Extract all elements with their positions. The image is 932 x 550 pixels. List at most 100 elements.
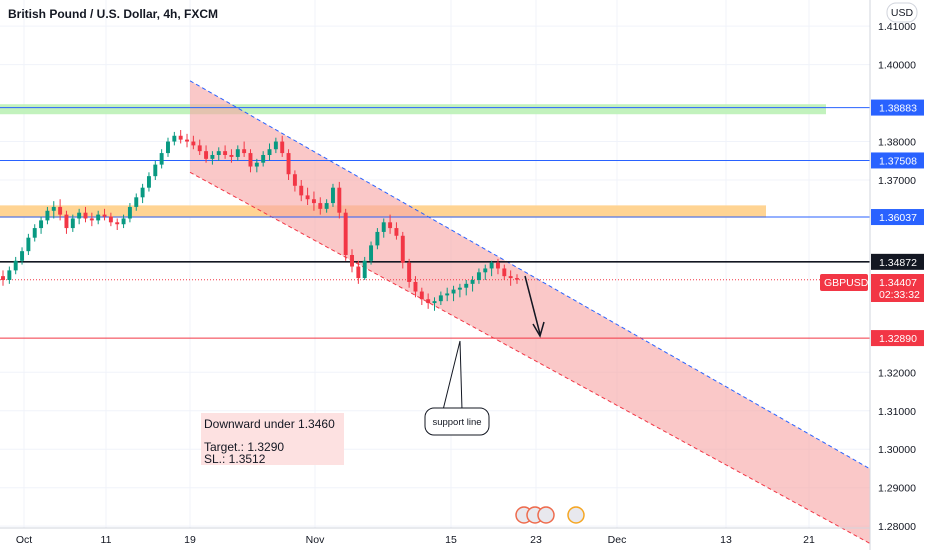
candle-body [331, 187, 335, 204]
candle-body [292, 174, 297, 186]
candle-body [20, 251, 25, 261]
candle-body [115, 222, 120, 225]
candle-body [299, 185, 304, 196]
candle-body [426, 299, 431, 304]
candles [1, 130, 519, 311]
candle-body [324, 203, 329, 209]
support-callout: support line [424, 340, 490, 436]
candle-body [140, 187, 145, 198]
candle-body [83, 212, 88, 219]
candle-body [216, 151, 221, 155]
candle-body [127, 206, 132, 219]
level-tag [871, 99, 924, 116]
candle-body [204, 151, 209, 159]
y-tick-label: 1.40000 [878, 60, 916, 72]
candle-body [438, 295, 443, 302]
price-axis[interactable]: 1.41000 1.40000 1.38000 1.37000 1.32000 1.310… [869, 0, 924, 550]
candle-body [102, 214, 107, 217]
event-flag-icon[interactable] [537, 506, 555, 524]
last-price: 1.34407 [879, 277, 917, 289]
candle-body [337, 187, 342, 213]
candle-body [369, 245, 374, 261]
candle-body [419, 291, 424, 300]
zone-rect [0, 104, 826, 115]
trade-note: Downward under 1.3460 Target.: 1.3290 SL… [201, 413, 344, 466]
countdown: 02:33:32 [879, 289, 920, 301]
x-tick-label: 21 [803, 534, 815, 546]
candle-body [51, 206, 56, 211]
candle-body [235, 149, 240, 157]
candle-body [89, 218, 94, 221]
event-flag-icon[interactable] [567, 506, 585, 524]
x-tick-label: Dec [608, 534, 627, 546]
candle-body [495, 262, 500, 269]
x-tick-label: Oct [16, 534, 32, 546]
candle-body [318, 203, 323, 209]
drawings [524, 275, 545, 338]
level-label: 1.36037 [879, 212, 917, 224]
candle-body [413, 281, 418, 292]
candle-body [432, 301, 437, 304]
level-label: 1.32890 [879, 333, 917, 345]
candle-body [191, 141, 196, 146]
candle-body [267, 149, 272, 155]
candle-body [121, 218, 126, 225]
candle-body [350, 255, 354, 267]
level-tag [871, 253, 924, 270]
candle-body [146, 176, 151, 188]
candle-body [248, 153, 253, 167]
candle-body [153, 164, 158, 177]
candle-body [362, 260, 367, 279]
symbol-name: GBPUSD [824, 277, 869, 289]
x-tick-label: 11 [101, 534, 112, 546]
level-tag [871, 152, 924, 169]
candle-body [7, 270, 12, 280]
descending-channel [189, 80, 871, 544]
candle-body [254, 162, 259, 167]
candle-body [96, 214, 101, 221]
candle-body [388, 222, 393, 229]
currency-button[interactable]: USD [886, 2, 918, 23]
x-tick-label: 13 [720, 534, 732, 546]
candle-body [451, 289, 456, 294]
candle-body [508, 276, 513, 279]
currency-label: USD [891, 7, 914, 19]
gridlines [0, 0, 870, 528]
time-axis[interactable]: Oct 11 19 Nov 15 23 Dec 13 21 [0, 527, 870, 546]
candle-body [172, 135, 177, 142]
candle-body [470, 280, 475, 284]
level-label: 1.34872 [879, 257, 917, 269]
candle-body [286, 153, 291, 175]
candle-body [305, 195, 310, 200]
channel-fill [190, 80, 870, 544]
candle-body [229, 155, 234, 157]
candle-body [343, 212, 348, 255]
note-line-2: Target.: 1.3290 [204, 440, 284, 454]
candle-body [70, 218, 75, 229]
candle-body [45, 210, 50, 221]
y-tick-label: 1.29000 [878, 483, 916, 495]
candle-body [280, 141, 285, 154]
horizontal-levels [0, 107, 870, 339]
level-label: 1.37508 [879, 155, 917, 167]
x-tick-label: Nov [306, 534, 325, 546]
candle-body [64, 214, 69, 229]
candle-body [515, 278, 519, 280]
callout-text: support line [432, 417, 481, 428]
level-tag [871, 330, 924, 347]
symbol-price-label: GBPUSD 1.34407 02:33:32 [820, 274, 924, 302]
candle-body [375, 231, 380, 246]
candle-body [242, 149, 247, 154]
y-tick-label: 1.31000 [878, 406, 916, 418]
event-flags[interactable] [515, 506, 585, 524]
candle-body [1, 276, 5, 280]
candle-body [457, 287, 462, 290]
candle-body [502, 268, 507, 277]
candle-body [400, 235, 405, 263]
y-tick-label: 1.32000 [878, 367, 916, 379]
candle-body [476, 272, 481, 280]
candle-body [32, 228, 37, 238]
x-tick-label: 19 [184, 534, 196, 546]
candle-body [311, 199, 316, 204]
